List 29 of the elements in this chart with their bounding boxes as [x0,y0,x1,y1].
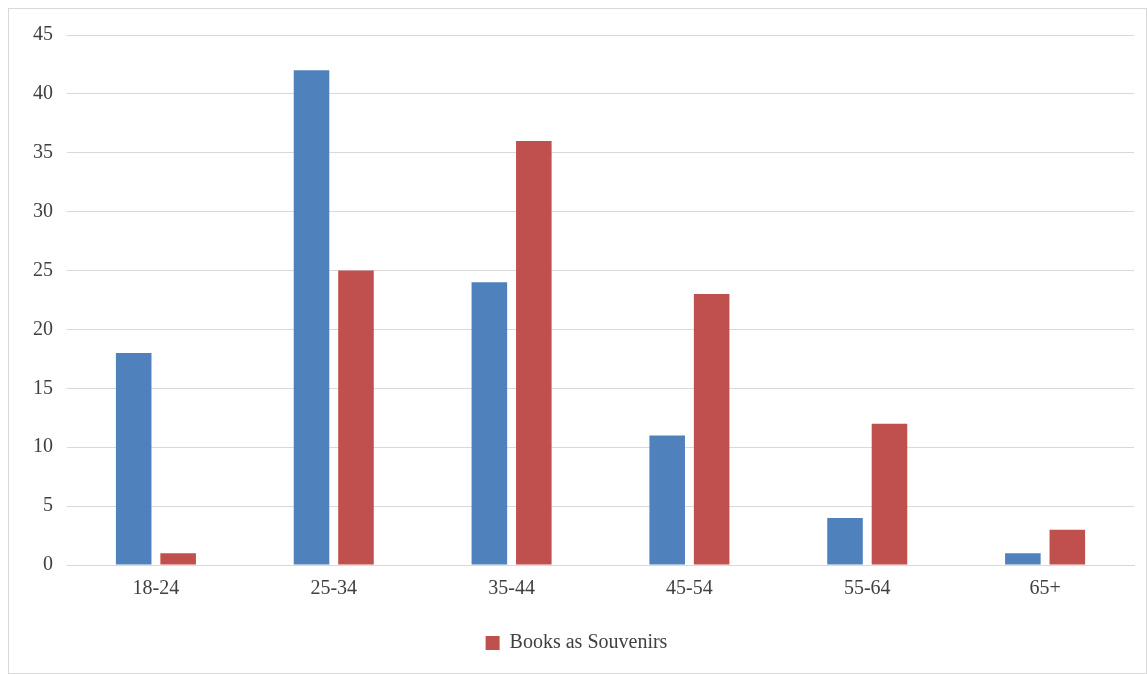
bar [827,517,863,565]
y-tick-label: 30 [33,198,53,221]
bar [1049,529,1086,565]
y-tick-label: 45 [33,22,53,45]
bar [693,294,730,565]
bar [516,141,552,565]
x-tick-label: 55-64 [843,576,891,599]
x-tick-label: 65+ [1029,576,1061,599]
y-tick-label: 10 [33,434,53,457]
y-tick-label: 25 [33,257,53,280]
x-tick-label: 25-34 [310,576,358,599]
y-tick-label: 35 [33,140,53,163]
y-tick-label: 40 [33,81,53,104]
bar [115,353,152,565]
y-tick-label: 15 [33,375,53,398]
bar [871,423,908,565]
x-tick-label: 18-24 [132,576,180,599]
bar [1005,553,1041,565]
legend-label: Books as Souvenirs [509,630,668,653]
bar [471,282,508,565]
y-tick-label: 5 [43,493,53,516]
x-tick-label: 45-54 [666,576,713,599]
y-tick-label: 20 [33,316,53,339]
y-tick-label: 0 [43,552,53,575]
bar [160,553,196,565]
bar [293,70,330,565]
x-tick-label: 35-44 [488,576,535,599]
bar [338,270,374,565]
bar [649,435,685,565]
